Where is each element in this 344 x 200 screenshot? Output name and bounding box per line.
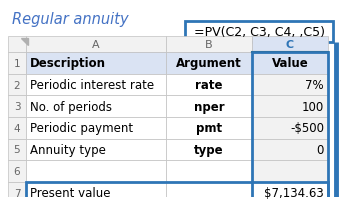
Text: 100: 100 <box>302 100 324 113</box>
Bar <box>8 74 26 96</box>
Bar <box>166 182 252 200</box>
Text: 4: 4 <box>14 123 20 133</box>
Text: C: C <box>286 40 294 50</box>
Text: =PV(C2, C3, C4, ,C5): =PV(C2, C3, C4, ,C5) <box>193 26 324 39</box>
Bar <box>252 37 328 53</box>
Bar <box>26 74 166 96</box>
Bar <box>26 182 166 200</box>
Bar <box>8 37 26 53</box>
Bar <box>252 96 328 117</box>
Text: pmt: pmt <box>196 122 222 135</box>
Bar <box>166 37 252 53</box>
Text: 6: 6 <box>14 166 20 176</box>
Bar <box>252 139 328 160</box>
Bar <box>166 117 252 139</box>
Text: Description: Description <box>30 57 106 70</box>
Bar <box>26 182 328 200</box>
Bar <box>26 53 166 74</box>
Bar <box>252 117 328 139</box>
Text: 1: 1 <box>14 59 20 69</box>
Bar <box>26 139 166 160</box>
Text: Argument: Argument <box>176 57 242 70</box>
Text: rate: rate <box>195 79 223 92</box>
Polygon shape <box>21 39 28 46</box>
Text: 7%: 7% <box>305 79 324 92</box>
Bar <box>166 139 252 160</box>
Bar <box>8 160 26 182</box>
Bar <box>166 74 252 96</box>
Text: type: type <box>194 143 224 156</box>
Text: Periodic interest rate: Periodic interest rate <box>30 79 154 92</box>
Text: Periodic payment: Periodic payment <box>30 122 133 135</box>
Text: 5: 5 <box>14 145 20 155</box>
Text: 0: 0 <box>316 143 324 156</box>
Bar <box>8 53 26 74</box>
Text: Present value: Present value <box>30 186 110 199</box>
Bar <box>8 139 26 160</box>
Bar <box>252 53 328 200</box>
Text: No. of periods: No. of periods <box>30 100 112 113</box>
Text: 7: 7 <box>14 188 20 198</box>
Bar <box>8 182 26 200</box>
Text: Regular annuity: Regular annuity <box>12 12 129 27</box>
Bar <box>26 96 166 117</box>
Bar <box>26 37 166 53</box>
Bar <box>252 74 328 96</box>
Text: -$500: -$500 <box>290 122 324 135</box>
Text: 2: 2 <box>14 80 20 90</box>
Text: Value: Value <box>272 57 308 70</box>
Bar <box>166 53 252 74</box>
Bar <box>8 117 26 139</box>
Text: 3: 3 <box>14 102 20 112</box>
Text: B: B <box>205 40 213 50</box>
Bar <box>252 182 328 200</box>
Bar <box>252 53 328 74</box>
Text: Annuity type: Annuity type <box>30 143 106 156</box>
Text: nper: nper <box>194 100 224 113</box>
Bar <box>26 160 166 182</box>
Text: A: A <box>92 40 100 50</box>
Bar <box>26 117 166 139</box>
Bar <box>166 160 252 182</box>
Text: $7,134.63: $7,134.63 <box>264 186 324 199</box>
Bar <box>185 22 333 43</box>
Bar <box>252 160 328 182</box>
Bar <box>8 96 26 117</box>
Bar <box>166 96 252 117</box>
